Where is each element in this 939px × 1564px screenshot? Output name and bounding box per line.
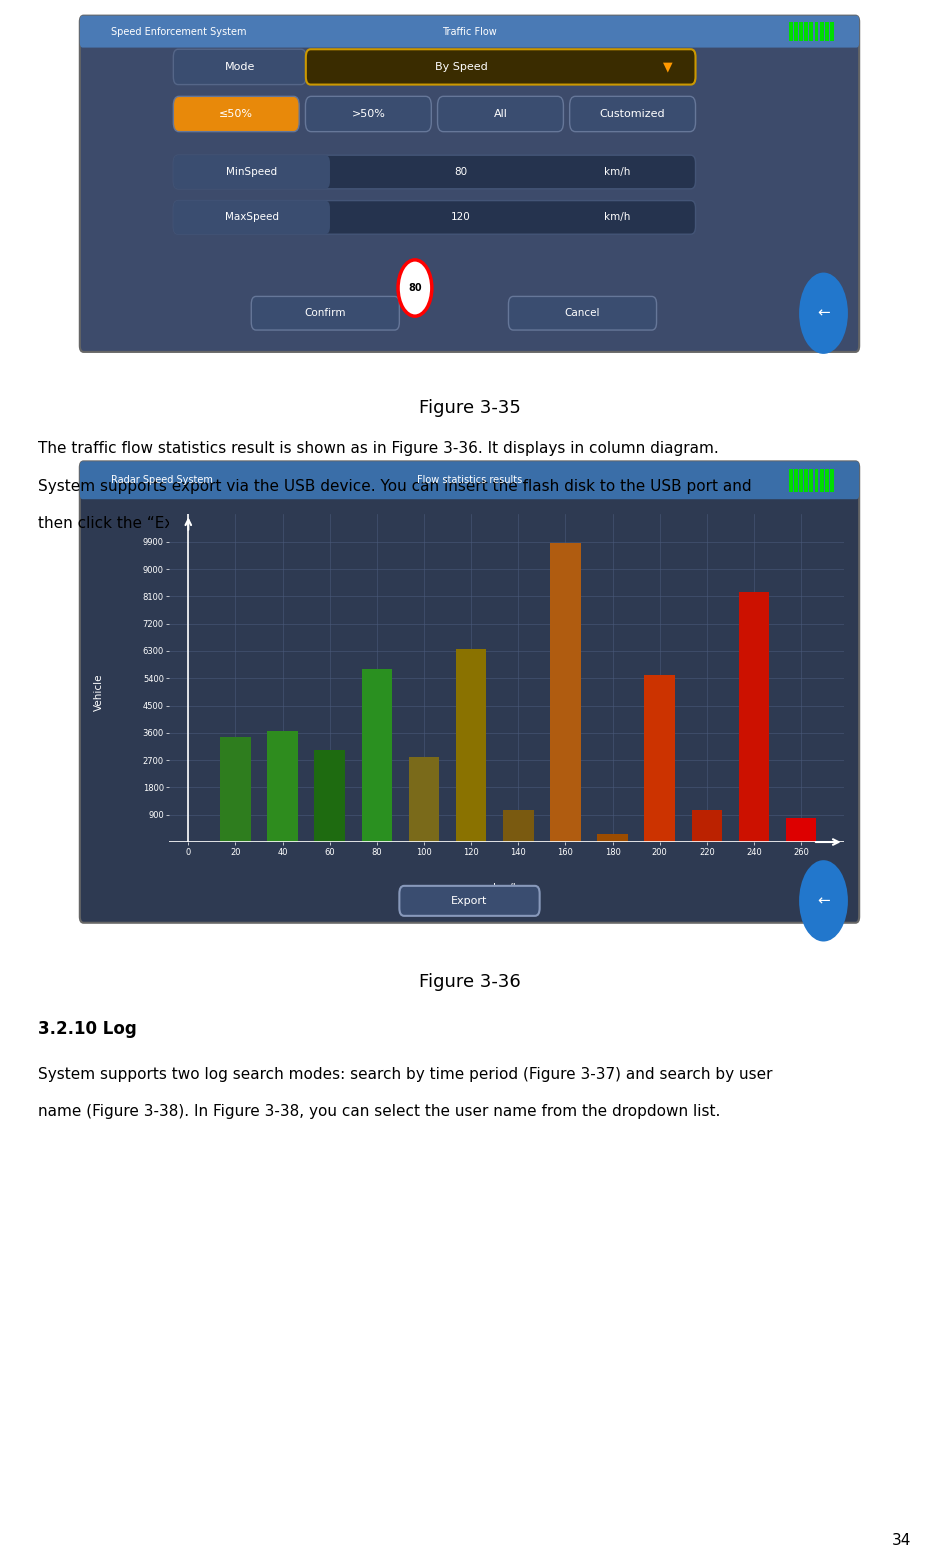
Bar bbox=[408, 757, 439, 841]
FancyBboxPatch shape bbox=[80, 16, 859, 352]
Text: Figure 3-35: Figure 3-35 bbox=[419, 399, 520, 418]
FancyBboxPatch shape bbox=[438, 97, 563, 131]
Circle shape bbox=[799, 860, 848, 942]
Circle shape bbox=[398, 260, 432, 316]
Text: Speed Enforcement System: Speed Enforcement System bbox=[111, 27, 247, 36]
FancyBboxPatch shape bbox=[174, 97, 300, 131]
Text: ▼: ▼ bbox=[664, 61, 673, 74]
Text: System supports two log search modes: search by time period (Figure 3-37) and se: System supports two log search modes: se… bbox=[38, 1067, 772, 1082]
FancyBboxPatch shape bbox=[252, 297, 399, 330]
Bar bbox=[503, 810, 533, 841]
Text: By Speed: By Speed bbox=[436, 63, 488, 72]
Bar bbox=[815, 469, 819, 491]
Text: then click the “Export” button to export current statistics results in txt file.: then click the “Export” button to export… bbox=[38, 516, 610, 532]
Bar bbox=[597, 835, 628, 841]
Bar bbox=[825, 469, 828, 491]
Text: 120: 120 bbox=[451, 213, 470, 222]
Text: 80: 80 bbox=[408, 283, 422, 292]
Bar bbox=[804, 469, 808, 491]
FancyBboxPatch shape bbox=[80, 461, 859, 923]
FancyBboxPatch shape bbox=[509, 297, 656, 330]
Bar bbox=[220, 737, 251, 841]
Bar bbox=[362, 669, 393, 841]
Bar bbox=[815, 22, 819, 41]
Bar bbox=[799, 22, 803, 41]
Text: Mode: Mode bbox=[224, 63, 254, 72]
Bar bbox=[550, 543, 580, 841]
Bar bbox=[789, 469, 793, 491]
Bar bbox=[794, 469, 798, 491]
Text: ←: ← bbox=[817, 893, 830, 909]
Bar bbox=[809, 22, 813, 41]
Bar bbox=[820, 469, 824, 491]
FancyBboxPatch shape bbox=[305, 97, 431, 131]
Text: km/h: km/h bbox=[604, 213, 630, 222]
Bar bbox=[455, 649, 486, 841]
FancyBboxPatch shape bbox=[306, 48, 696, 84]
Text: MaxSpeed: MaxSpeed bbox=[224, 213, 279, 222]
Text: Confirm: Confirm bbox=[304, 308, 346, 317]
Text: 80: 80 bbox=[454, 167, 467, 177]
Bar bbox=[804, 22, 808, 41]
Bar bbox=[786, 818, 817, 841]
Bar bbox=[809, 469, 813, 491]
FancyBboxPatch shape bbox=[570, 97, 696, 131]
Bar bbox=[825, 22, 828, 41]
Bar bbox=[739, 591, 769, 841]
Text: All: All bbox=[494, 109, 507, 119]
Text: Export: Export bbox=[452, 896, 487, 906]
Text: ←: ← bbox=[817, 305, 830, 321]
Bar bbox=[830, 469, 834, 491]
Text: MinSpeed: MinSpeed bbox=[226, 167, 277, 177]
Bar bbox=[799, 469, 803, 491]
FancyBboxPatch shape bbox=[399, 885, 540, 917]
Bar bbox=[315, 749, 345, 841]
Bar bbox=[644, 676, 675, 841]
Text: name (Figure 3-38). In Figure 3-38, you can select the user name from the dropdo: name (Figure 3-38). In Figure 3-38, you … bbox=[38, 1104, 720, 1120]
Bar bbox=[830, 22, 834, 41]
Circle shape bbox=[799, 272, 848, 353]
Text: Flow statistics results: Flow statistics results bbox=[417, 475, 522, 485]
FancyBboxPatch shape bbox=[174, 48, 306, 84]
Text: Radar Speed System: Radar Speed System bbox=[111, 475, 213, 485]
Text: km/h: km/h bbox=[604, 167, 630, 177]
Text: km/h: km/h bbox=[493, 884, 519, 893]
Text: The traffic flow statistics result is shown as in Figure 3-36. It displays in co: The traffic flow statistics result is sh… bbox=[38, 441, 718, 457]
Text: Cancel: Cancel bbox=[564, 308, 600, 317]
Text: System supports export via the USB device. You can insert the flash disk to the : System supports export via the USB devic… bbox=[38, 479, 751, 494]
FancyBboxPatch shape bbox=[174, 200, 330, 235]
Text: ≤50%: ≤50% bbox=[220, 109, 254, 119]
Bar bbox=[820, 22, 824, 41]
Text: Customized: Customized bbox=[600, 109, 666, 119]
FancyBboxPatch shape bbox=[174, 155, 330, 189]
Text: 34: 34 bbox=[891, 1533, 911, 1548]
FancyBboxPatch shape bbox=[80, 16, 859, 47]
FancyBboxPatch shape bbox=[80, 461, 859, 499]
Bar bbox=[691, 810, 722, 841]
Bar bbox=[794, 22, 798, 41]
Text: Figure 3-36: Figure 3-36 bbox=[419, 973, 520, 992]
Text: Traffic Flow: Traffic Flow bbox=[442, 27, 497, 36]
Text: >50%: >50% bbox=[351, 109, 385, 119]
FancyBboxPatch shape bbox=[174, 155, 696, 189]
Bar bbox=[268, 732, 298, 841]
Bar bbox=[789, 22, 793, 41]
Text: 3.2.10 Log: 3.2.10 Log bbox=[38, 1020, 136, 1038]
Text: Vehicle: Vehicle bbox=[94, 674, 104, 710]
FancyBboxPatch shape bbox=[174, 200, 696, 235]
